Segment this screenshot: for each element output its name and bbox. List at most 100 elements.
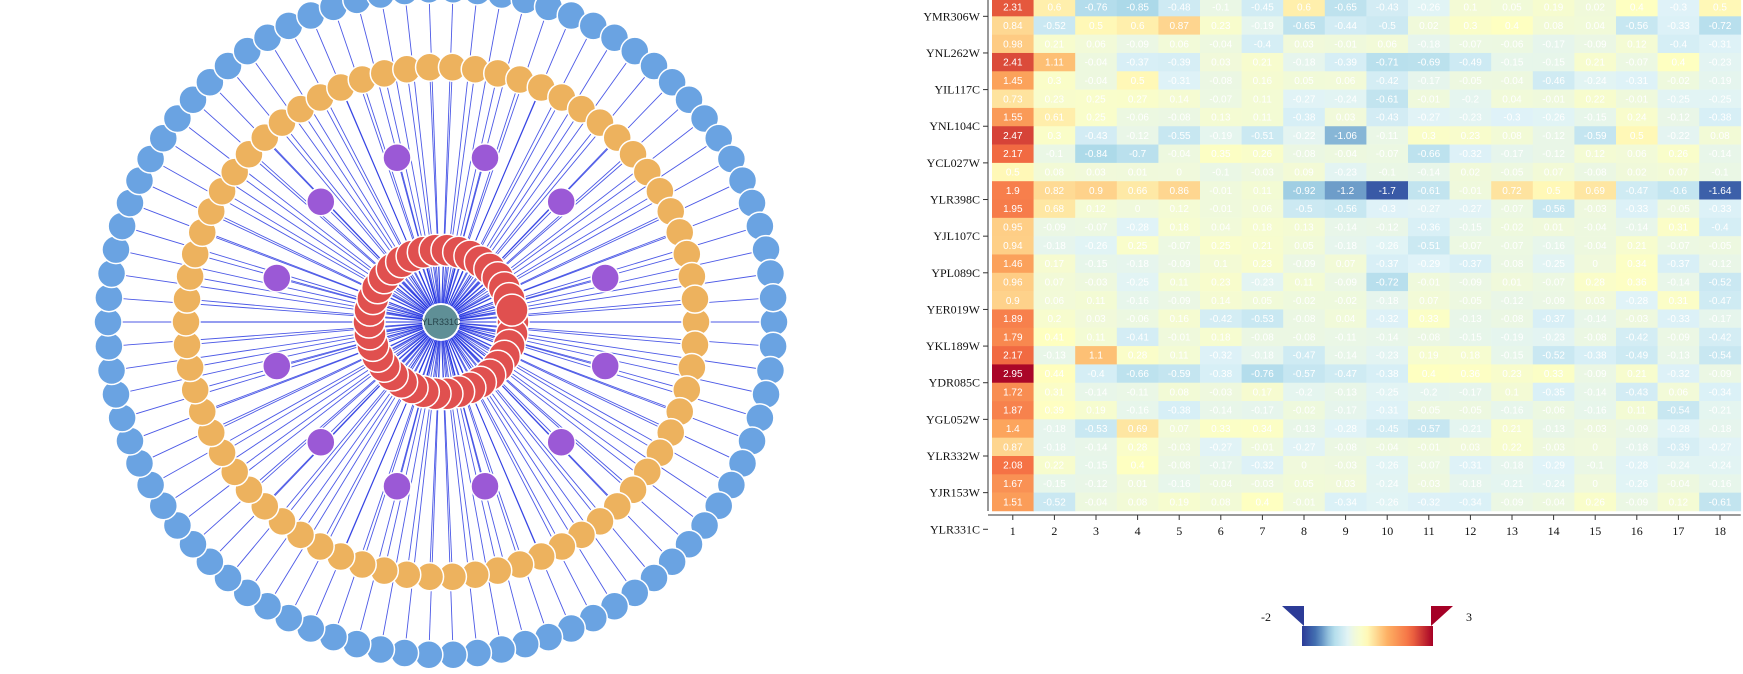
- heatmap-cell: [1116, 89, 1159, 109]
- heatmap-cell: [1241, 401, 1284, 420]
- cell-value: 0.5: [1547, 186, 1561, 197]
- cell-value: -0.14: [1625, 223, 1648, 234]
- heatmap-cell: [1116, 16, 1159, 35]
- cell-value: -0.17: [1209, 461, 1232, 472]
- cell-value: -0.52: [1043, 21, 1066, 32]
- heatmap-cell: [1075, 327, 1118, 347]
- cell-value: 0.73: [1003, 94, 1023, 105]
- heatmap-cell: [1657, 401, 1700, 420]
- cell-value: 1.72: [1003, 387, 1023, 398]
- cell-value: 0.11: [1253, 186, 1272, 197]
- cell-value: -0.07: [1209, 94, 1232, 105]
- heatmap-cell: [1699, 217, 1742, 237]
- cell-value: 0.23: [1211, 277, 1231, 288]
- cell-value: -0.23: [1459, 113, 1482, 124]
- cell-value: 0.04: [1336, 314, 1356, 325]
- cell-value: -0.17: [1459, 387, 1482, 398]
- cell-value: -0.23: [1542, 332, 1565, 343]
- cell-value: -0.14: [1085, 442, 1108, 453]
- cell-value: 0.34: [1253, 424, 1273, 435]
- edge: [440, 321, 743, 464]
- cell-value: 0.16: [1169, 314, 1189, 325]
- column-label: 4: [1135, 524, 1141, 538]
- heatmap-cell: [1408, 52, 1450, 72]
- heatmap-cell: [1491, 309, 1534, 329]
- cell-value: 0.07: [1669, 168, 1689, 179]
- cell-value: -0.38: [1168, 406, 1191, 417]
- cell-value: -0.07: [1459, 241, 1482, 252]
- heatmap-cell: [1324, 382, 1367, 402]
- cell-value: -0.18: [1293, 58, 1316, 69]
- heatmap-cell: [1657, 71, 1700, 90]
- edge: [383, 321, 442, 571]
- heatmap-cell: [1699, 107, 1742, 127]
- cell-value: -0.09: [1126, 39, 1149, 50]
- cell-value: -0.09: [1542, 296, 1565, 307]
- heatmap-cell: [1574, 456, 1617, 475]
- heatmap-cell: [1075, 107, 1118, 127]
- cell-value: -0.16: [1126, 406, 1149, 417]
- heatmap-cell: [1241, 144, 1284, 164]
- heatmap-cell: [1116, 181, 1159, 200]
- heatmap-cell: [1241, 364, 1284, 384]
- middle-node: [306, 187, 336, 217]
- heatmap-cell: [1033, 107, 1076, 127]
- cell-value: 0.12: [1585, 149, 1605, 160]
- cell-value: -0.12: [1709, 259, 1732, 270]
- cell-value: 0.33: [1419, 314, 1439, 325]
- heatmap-cell: [1699, 236, 1742, 255]
- heatmap-cell: [1283, 162, 1326, 182]
- heatmap-cell: [1616, 236, 1658, 255]
- cell-value: -0.02: [1501, 223, 1524, 234]
- cell-value: -0.09: [1293, 259, 1316, 270]
- row-label: YKL189W: [926, 339, 981, 353]
- column-label: 13: [1506, 524, 1518, 538]
- edge: [195, 321, 442, 391]
- cell-value: -0.1: [1046, 149, 1064, 160]
- heatmap-cell: [1075, 162, 1118, 182]
- cell-value: -0.19: [1709, 76, 1732, 87]
- cell-value: 0.5: [1131, 76, 1145, 87]
- cell-value: -0.4: [1670, 39, 1688, 50]
- middle-node: [590, 351, 620, 381]
- heatmap-cell: [1033, 364, 1076, 384]
- heatmap-cell: [1699, 364, 1742, 384]
- cell-value: 0.98: [1003, 39, 1023, 50]
- cell-value: 0.69: [1585, 186, 1605, 197]
- cell-value: -0.17: [1334, 406, 1357, 417]
- heatmap-cell: [992, 0, 1034, 17]
- heatmap-cell: [1075, 236, 1118, 255]
- cell-value: -0.32: [1251, 461, 1274, 472]
- cell-value: -0.31: [1709, 39, 1732, 50]
- heatmap-cell: [1491, 492, 1534, 512]
- cell-value: -0.21: [1709, 406, 1732, 417]
- cell-value: 0.07: [1169, 424, 1189, 435]
- cell-value: -0.17: [1417, 76, 1440, 87]
- edge: [440, 69, 476, 323]
- cell-value: 0.21: [1253, 58, 1273, 69]
- cell-value: 0.09: [1294, 168, 1314, 179]
- heatmap-cell: [1657, 474, 1700, 493]
- heatmap-cell: [1657, 309, 1700, 329]
- cell-value: -0.13: [1293, 424, 1316, 435]
- heatmap-cell: [1491, 419, 1534, 438]
- heatmap-cell: [1324, 364, 1367, 384]
- cell-value: 0.22: [1502, 442, 1522, 453]
- heatmap-cell: [1532, 199, 1575, 219]
- cell-value: -0.43: [1085, 131, 1108, 142]
- cell-value: 0.18: [1253, 223, 1273, 234]
- heatmap-cell: [1616, 437, 1658, 457]
- cell-value: 2.08: [1003, 461, 1023, 472]
- cell-value: -0.29: [1542, 461, 1565, 472]
- heatmap-cell: [1449, 34, 1492, 54]
- heatmap-cell: [1200, 419, 1242, 438]
- heatmap-cell: [1241, 107, 1284, 127]
- heatmap-cell: [1449, 71, 1492, 90]
- cell-value: 0.21: [1627, 241, 1647, 252]
- edge: [440, 321, 661, 454]
- cell-value: 0.07: [1336, 259, 1356, 270]
- cell-value: -0.08: [1209, 76, 1232, 87]
- cell-value: -0.18: [1501, 461, 1524, 472]
- cell-value: 0.1: [1505, 387, 1519, 398]
- heatmap-cell: [1449, 401, 1492, 420]
